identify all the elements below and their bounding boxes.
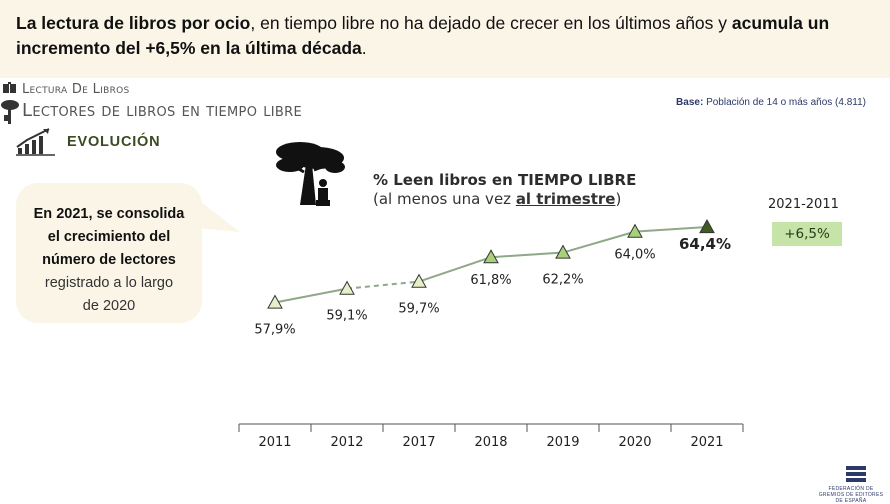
federation-logo-icon xyxy=(846,466,866,482)
section-subtitle: Lectores de libros en tiempo libre xyxy=(22,100,302,121)
data-label: 64,0% xyxy=(614,248,655,263)
x-tick-label: 2019 xyxy=(546,435,579,450)
data-label: 59,1% xyxy=(326,309,367,324)
x-tick-label: 2012 xyxy=(330,435,363,450)
period-change-badge: +6,5% xyxy=(772,222,842,246)
section-kicker: Lectura De Libros xyxy=(22,82,130,97)
x-tick-label: 2011 xyxy=(258,435,291,450)
data-point-marker xyxy=(555,244,571,259)
callout-box: En 2021, se consolida el crecimiento del… xyxy=(16,183,202,323)
data-label: 57,9% xyxy=(254,323,295,338)
period-label: 2021-2011 xyxy=(768,197,839,212)
data-label: 62,2% xyxy=(542,273,583,288)
series-line-segment xyxy=(634,225,708,233)
data-point-marker xyxy=(627,223,643,238)
headline-bold-1: La lectura de libros por ocio xyxy=(16,13,251,33)
x-tick-label: 2020 xyxy=(618,435,651,450)
data-label: 61,8% xyxy=(470,273,511,288)
callout-line-5: de 2020 xyxy=(82,298,136,314)
data-point-marker xyxy=(339,280,355,295)
headline-plain: , en tiempo libre no ha dejado de crecer… xyxy=(250,13,732,33)
logo-text: FEDERACIÓN DE GREMIOS DE EDITORES DE ESP… xyxy=(818,486,884,504)
callout-pointer xyxy=(193,196,240,232)
callout-line-2: el crecimiento del xyxy=(47,229,171,245)
series-line-segment xyxy=(346,280,420,290)
callout-line-3: número de lectores xyxy=(42,252,176,268)
callout-line-4: registrado a lo largo xyxy=(44,275,174,291)
series-line-segment xyxy=(562,230,636,254)
base-label: Base: xyxy=(676,97,704,108)
data-point-marker xyxy=(699,218,715,234)
growth-chart-icon xyxy=(16,128,55,156)
x-tick-label: 2021 xyxy=(690,435,723,450)
headline-end: . xyxy=(361,38,367,58)
chart-title-prefix: (al menos una vez xyxy=(373,190,516,208)
series-line-segment xyxy=(490,251,564,259)
chart-title-line-1: % Leen libros en TIEMPO LIBRE xyxy=(373,171,637,189)
x-tick-label: 2017 xyxy=(402,435,435,450)
headline: La lectura de libros por ocio, en tiempo… xyxy=(16,11,876,61)
base-text: Población de 14 o más años (4.811) xyxy=(703,97,866,108)
series-line-segment xyxy=(418,256,492,283)
chart-title: % Leen libros en TIEMPO LIBRE (al menos … xyxy=(373,171,636,209)
data-point-marker xyxy=(483,249,499,264)
data-point-marker xyxy=(411,273,427,288)
callout-line-1: En 2021, se consolida xyxy=(33,206,185,222)
chart-title-suffix: ) xyxy=(615,190,622,208)
data-label: 64,4% xyxy=(679,235,731,253)
headline-bold-2: acumula un incremento del +6,5% en la úl… xyxy=(16,13,830,58)
evolution-label: EVOLUCIÓN xyxy=(67,134,161,150)
tree-reader-icon xyxy=(276,142,345,206)
series-line-segment xyxy=(274,287,348,304)
data-point-marker xyxy=(267,294,283,309)
chart-title-line-2: (al menos una vez al trimestre) xyxy=(373,190,636,209)
data-label: 59,7% xyxy=(398,302,439,317)
chart-title-underlined: al trimestre xyxy=(515,190,616,208)
tree-reader-small-icon xyxy=(1,100,19,124)
base-note: Base: Población de 14 o más años (4.811) xyxy=(676,97,866,108)
book-icon xyxy=(3,82,16,93)
x-tick-label: 2018 xyxy=(474,435,507,450)
top-banner: La lectura de libros por ocio, en tiempo… xyxy=(0,0,890,78)
